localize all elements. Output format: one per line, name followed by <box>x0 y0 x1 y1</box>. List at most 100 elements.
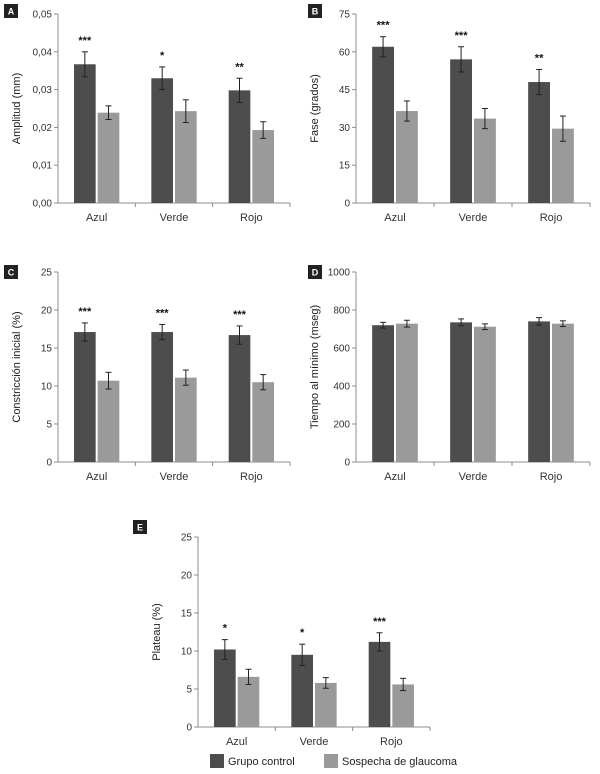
significance-marker: * <box>223 623 228 635</box>
panel-badge <box>4 4 18 18</box>
y-tick-label: 5 <box>46 420 52 431</box>
y-tick-label: 1000 <box>328 268 351 279</box>
x-tick-label: Rojo <box>540 212 563 224</box>
y-tick-label: 25 <box>41 268 53 279</box>
y-tick-label: 200 <box>333 420 350 431</box>
panel-badge <box>133 520 147 534</box>
panel-letter: E <box>137 523 143 533</box>
bar-glaucoma <box>252 382 274 462</box>
panel-c: C 0 5 10 15 20 25 Constricción inicial (%) Azul *… <box>4 265 291 483</box>
bar-glaucoma <box>252 130 274 203</box>
panel-a: A 0,00 0,01 0,02 0,03 0,04 0,05 Amplitud (mm) Az… <box>4 4 291 224</box>
y-axis-label: Plateau (%) <box>151 603 163 660</box>
bar-glaucoma <box>97 112 120 203</box>
significance-marker: *** <box>373 616 387 628</box>
bar-control <box>528 321 550 462</box>
significance-marker: *** <box>455 30 469 42</box>
y-tick-label: 0,00 <box>33 199 53 210</box>
y-tick-label: 15 <box>41 344 53 355</box>
panel-badge <box>308 4 322 18</box>
significance-marker: *** <box>377 20 391 32</box>
y-tick-label: 10 <box>41 382 53 393</box>
bar-glaucoma <box>237 676 260 727</box>
legend-swatch-control <box>210 754 224 768</box>
bar-control <box>228 90 251 203</box>
x-tick-label: Rojo <box>240 212 263 224</box>
bar-control <box>151 78 173 203</box>
bar-control <box>291 654 313 727</box>
panel-letter: B <box>312 7 319 17</box>
x-tick-label: Verde <box>459 471 488 483</box>
x-tick-label: Rojo <box>240 471 263 483</box>
y-axis-label: Amplitud (mm) <box>11 73 23 145</box>
significance-marker: ** <box>235 61 244 73</box>
y-tick-label: 0,03 <box>33 85 53 96</box>
y-tick-label: 15 <box>339 161 351 172</box>
bar-glaucoma <box>315 682 337 727</box>
panel-d: D 0 200 400 600 800 1000 Tiempo al mínimo (mseg… <box>308 265 591 483</box>
bar-glaucoma <box>474 118 496 203</box>
bar-control <box>450 322 472 462</box>
panel-letter: C <box>8 268 15 278</box>
bar-glaucoma <box>97 380 120 462</box>
y-tick-label: 0 <box>344 199 350 210</box>
significance-marker: *** <box>233 309 247 321</box>
bar-glaucoma <box>392 684 414 727</box>
y-axis-label: Tiempo al mínimo (mseg) <box>309 305 321 429</box>
panel-badge <box>4 265 18 279</box>
bar-control <box>372 325 394 462</box>
y-axis-label: Constricción inicial (%) <box>11 311 23 422</box>
significance-marker: *** <box>78 306 92 318</box>
x-tick-label: Verde <box>160 471 189 483</box>
x-tick-label: Azul <box>86 471 107 483</box>
significance-marker: * <box>300 627 305 639</box>
legend-label-glaucoma: Sospecha de glaucoma <box>342 756 458 768</box>
panels: A 0,00 0,01 0,02 0,03 0,04 0,05 Amplitud (mm) Az… <box>4 4 591 748</box>
bar-glaucoma <box>396 111 418 203</box>
significance-marker: * <box>160 50 165 62</box>
y-tick-label: 0 <box>46 458 52 469</box>
bar-control <box>228 335 251 462</box>
bar-control <box>74 332 96 462</box>
significance-marker: *** <box>78 35 92 47</box>
panel-letter: A <box>8 7 15 17</box>
x-tick-label: Verde <box>160 212 189 224</box>
bar-glaucoma <box>175 111 197 203</box>
y-tick-label: 0,01 <box>33 161 53 172</box>
panel-badge <box>308 265 322 279</box>
y-tick-label: 600 <box>333 344 350 355</box>
y-tick-label: 15 <box>181 609 193 620</box>
bar-control <box>214 649 236 727</box>
legend-label-control: Grupo control <box>228 756 295 768</box>
y-axis-label: Fase (grados) <box>309 74 321 142</box>
y-tick-label: 0,05 <box>33 10 53 21</box>
legend: Grupo control Sospecha de glaucoma <box>210 754 458 768</box>
y-tick-label: 0,02 <box>33 123 53 134</box>
significance-marker: *** <box>156 307 170 319</box>
y-tick-label: 800 <box>333 306 350 317</box>
bar-control <box>74 64 96 203</box>
y-tick-label: 5 <box>186 685 192 696</box>
legend-swatch-glaucoma <box>324 754 338 768</box>
y-tick-label: 0 <box>186 723 192 734</box>
y-tick-label: 20 <box>41 306 53 317</box>
bar-control <box>372 46 394 204</box>
y-tick-label: 10 <box>181 647 193 658</box>
y-tick-label: 60 <box>339 47 351 58</box>
y-tick-label: 30 <box>339 123 351 134</box>
bar-control <box>528 82 550 203</box>
panel-letter: D <box>312 268 319 278</box>
x-tick-label: Verde <box>300 736 329 748</box>
x-tick-label: Rojo <box>380 736 403 748</box>
bar-glaucoma <box>396 323 418 462</box>
y-tick-label: 25 <box>181 533 193 544</box>
x-tick-label: Azul <box>384 212 405 224</box>
bar-control <box>368 641 391 727</box>
panel-e: E 0 5 10 15 20 25 Plateau (%) Azul * Verde * Rojo *** <box>133 520 431 748</box>
y-tick-label: 75 <box>339 10 351 21</box>
y-tick-label: 45 <box>339 85 351 96</box>
y-tick-label: 400 <box>333 382 350 393</box>
